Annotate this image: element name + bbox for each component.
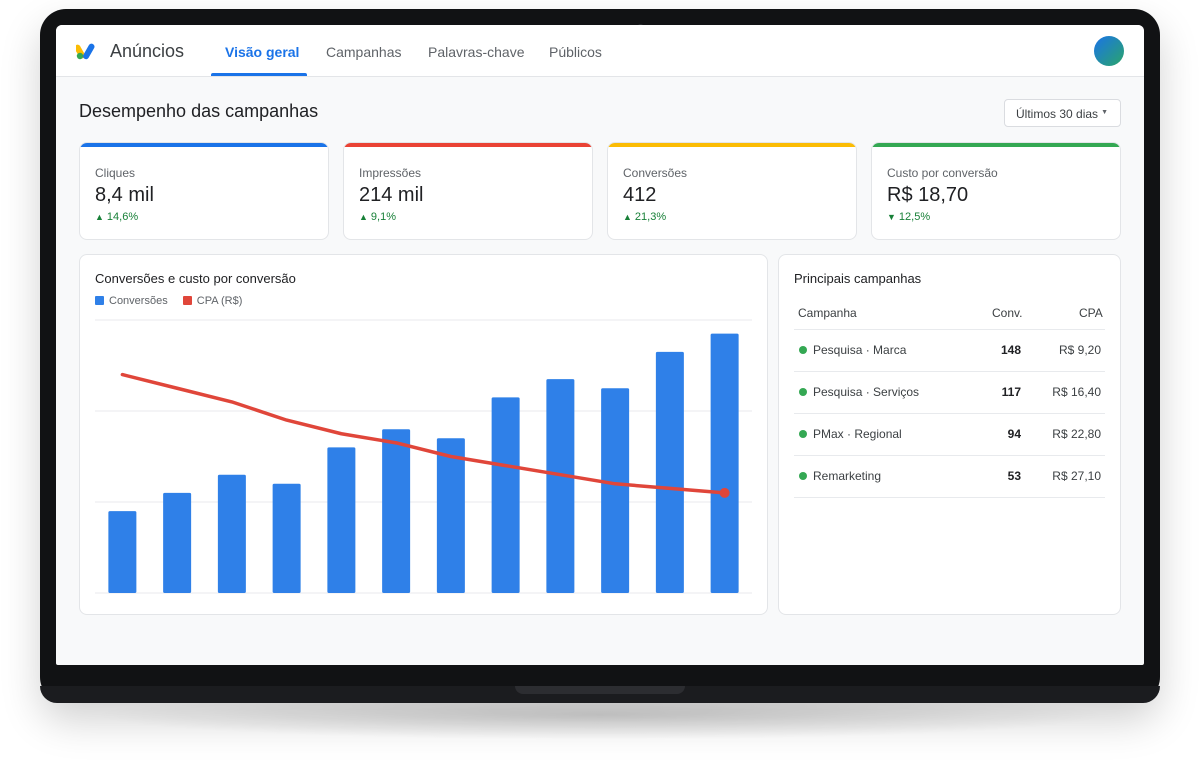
line-cpa-endpoint	[719, 487, 730, 498]
row-divider	[794, 413, 1105, 414]
bar-conversoes	[272, 483, 301, 593]
campaign-cpa: R$ 22,80	[1052, 427, 1101, 441]
status-dot-icon	[799, 346, 807, 354]
kpi-delta-value: 21,3%	[634, 211, 667, 223]
arrow-up-icon: ▲	[95, 212, 104, 222]
line-cpa	[120, 372, 727, 495]
kpi-delta: ▲ 9,1%	[359, 211, 396, 223]
kpi-accent-bar	[344, 143, 592, 147]
kpi-card-impressoes[interactable]: Impressões 214 mil ▲ 9,1%	[343, 142, 593, 240]
tab-palavras-chave[interactable]: Palavras-chave	[428, 44, 525, 60]
arrow-up-icon: ▲	[623, 212, 632, 222]
tab-publicos[interactable]: Públicos	[549, 44, 602, 60]
row-divider	[794, 455, 1105, 456]
top-header: Anúncios Visão geral Campanhas Palavras-…	[56, 25, 1144, 77]
bar-conversoes	[108, 511, 137, 593]
column-header-cpa[interactable]: CPA	[1079, 306, 1103, 320]
legend-swatch	[182, 296, 192, 305]
kpi-label: Conversões	[623, 166, 688, 180]
campaign-cpa: R$ 16,40	[1052, 385, 1101, 399]
tab-campanhas[interactable]: Campanhas	[326, 44, 402, 60]
row-divider	[794, 371, 1105, 372]
campaign-name: Remarketing	[813, 469, 882, 483]
kpi-value: 412	[623, 184, 657, 206]
avatar[interactable]	[1094, 36, 1124, 66]
kpi-value: R$ 18,70	[887, 184, 969, 206]
kpi-accent-bar	[80, 143, 328, 147]
campaign-name: PMax · Regional	[813, 427, 902, 441]
date-range-select[interactable]: Últimos 30 dias ▼	[1004, 99, 1121, 127]
kpi-label: Impressões	[359, 166, 422, 180]
kpi-card-custo-por-conversao[interactable]: Custo por conversão R$ 18,70 ▼ 12,5%	[871, 142, 1121, 240]
bar-conversoes	[710, 333, 739, 593]
kpi-value: 214 mil	[359, 184, 424, 206]
legend-swatch	[95, 296, 104, 305]
legend-item-cpa[interactable]: CPA (R$)	[182, 295, 243, 307]
campaign-conv: 53	[1007, 469, 1021, 483]
caret-down-icon: ▼	[1101, 109, 1108, 116]
kpi-label: Custo por conversão	[887, 166, 998, 180]
campaign-conv: 148	[1000, 343, 1021, 357]
status-dot-icon	[799, 472, 807, 480]
kpi-card-conversoes[interactable]: Conversões 412 ▲ 21,3%	[607, 142, 857, 240]
chart-title: Conversões e custo por conversão	[95, 271, 296, 286]
chart-card: Conversões e custo por conversão Convers…	[79, 254, 768, 615]
arrow-up-icon: ▲	[359, 212, 368, 222]
bar-conversoes	[655, 351, 684, 593]
top-campaigns-title: Principais campanhas	[794, 271, 922, 286]
campaign-conv: 94	[1007, 427, 1021, 441]
app-name: Anúncios	[110, 41, 185, 61]
column-header-campanha[interactable]: Campanha	[798, 306, 857, 320]
bar-conversoes	[491, 397, 520, 593]
kpi-delta-value: 9,1%	[370, 211, 396, 223]
chart-legend: Conversões CPA (R$)	[95, 295, 254, 307]
combo-chart	[95, 319, 752, 594]
bar-conversoes	[217, 474, 246, 593]
bar-conversoes	[546, 379, 575, 593]
campaign-cpa: R$ 9,20	[1058, 343, 1101, 357]
kpi-delta: ▼ 12,5%	[887, 211, 930, 223]
kpi-delta: ▲ 21,3%	[623, 211, 666, 223]
status-dot-icon	[799, 388, 807, 396]
legend-label: CPA (R$)	[196, 295, 243, 307]
active-tab-indicator	[211, 73, 307, 76]
bar-conversoes	[327, 447, 356, 593]
kpi-label: Cliques	[95, 166, 136, 180]
laptop-base	[40, 686, 1160, 703]
bar-conversoes	[382, 429, 411, 593]
status-dot-icon	[799, 430, 807, 438]
kpi-delta-value: 14,6%	[106, 211, 139, 223]
bar-conversoes	[163, 492, 192, 593]
row-divider	[794, 497, 1105, 498]
campaign-name: Pesquisa · Serviços	[813, 385, 920, 399]
tab-visao-geral[interactable]: Visão geral	[225, 44, 300, 60]
campaign-cpa: R$ 27,10	[1052, 469, 1101, 483]
date-range-value: Últimos 30 dias	[1016, 107, 1099, 121]
arrow-down-icon: ▼	[887, 212, 896, 222]
column-header-conv[interactable]: Conv.	[992, 306, 1023, 320]
bar-conversoes	[436, 438, 465, 593]
legend-item-conversoes[interactable]: Conversões	[95, 295, 168, 307]
kpi-accent-bar	[872, 143, 1120, 147]
legend-label: Conversões	[109, 295, 168, 307]
kpi-value: 8,4 mil	[95, 184, 154, 206]
page-title: Desempenho das campanhas	[79, 101, 319, 121]
table-header-divider	[794, 329, 1105, 330]
top-campaigns-card: Principais campanhas Campanha Conv. CPA …	[778, 254, 1121, 615]
kpi-accent-bar	[608, 143, 856, 147]
kpi-delta: ▲ 14,6%	[95, 211, 138, 223]
app-screen: Anúncios Visão geral Campanhas Palavras-…	[56, 25, 1144, 665]
laptop-notch	[515, 686, 685, 694]
kpi-card-cliques[interactable]: Cliques 8,4 mil ▲ 14,6%	[79, 142, 329, 240]
campaign-name: Pesquisa · Marca	[813, 343, 907, 357]
bar-conversoes	[601, 388, 630, 593]
kpi-delta-value: 12,5%	[898, 211, 931, 223]
ads-logo-icon	[76, 43, 95, 60]
campaign-conv: 117	[1001, 385, 1021, 399]
